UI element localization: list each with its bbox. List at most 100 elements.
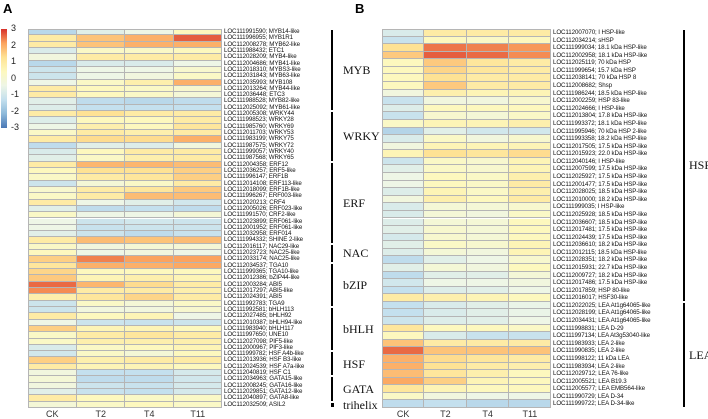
row-label: LOC112017505; 17.5 kDa HSP-like xyxy=(553,142,648,150)
heatmap-cell xyxy=(466,241,509,249)
heatmap-cell xyxy=(76,85,125,93)
heatmap-cell xyxy=(508,119,551,128)
heatmap-cell xyxy=(76,224,125,232)
heatmap-cell xyxy=(466,142,509,151)
row-label: LOC111999057; WRKY40 xyxy=(224,148,294,156)
row-label: LOC111992581; bHLH113 xyxy=(224,305,294,313)
heatmap-cell xyxy=(125,35,174,42)
row-label: LOC111986244; 18.5 kDa HSP-like xyxy=(553,89,647,97)
row-label: LOC112009727; 18.2 kDa HSP-like xyxy=(553,271,648,279)
row-label: LOC112017859; HSP 80-like xyxy=(553,286,630,294)
row-label: LOC112018099; ERF1B-like xyxy=(224,185,300,193)
heatmap-cell xyxy=(382,59,425,67)
heatmap-cell xyxy=(76,363,125,371)
heatmap-cell xyxy=(173,401,222,408)
heatmap-cell xyxy=(466,233,509,242)
heatmap-cell xyxy=(125,250,174,257)
heatmap-cell xyxy=(424,218,467,227)
group-label: bHLH xyxy=(343,322,374,337)
row-label: LOC112016117; NAC29-like xyxy=(224,242,300,250)
heatmap-cell xyxy=(28,73,77,80)
heatmap-cell xyxy=(125,98,174,105)
heatmap-cell xyxy=(382,173,425,181)
heatmap-cell xyxy=(76,117,125,124)
heatmap-cell xyxy=(76,313,125,320)
heatmap-cell xyxy=(125,155,174,162)
panel-b-letter: B xyxy=(355,1,365,16)
heatmap-cell xyxy=(28,149,77,156)
heatmap-cell xyxy=(125,332,174,339)
heatmap-cell xyxy=(466,263,509,272)
heatmap-cell xyxy=(382,127,425,136)
heatmap-cell xyxy=(382,324,425,333)
heatmap-cell xyxy=(125,313,174,320)
heatmap-cell xyxy=(76,130,125,137)
heatmap-cell xyxy=(28,382,77,390)
row-label: LOC112036448; ETC3 xyxy=(224,91,285,99)
heatmap-cell xyxy=(76,306,125,314)
heatmap-cell xyxy=(508,332,551,340)
row-label: LOC112013264; MYB44-like xyxy=(224,84,300,92)
heatmap-cell xyxy=(28,180,77,187)
heatmap-cell xyxy=(424,104,467,113)
row-label: LOC111985760; WRKY69 xyxy=(224,122,294,130)
heatmap-cell xyxy=(28,161,77,168)
heatmap-cell xyxy=(382,233,425,242)
colorbar-tick-label: 3 xyxy=(11,23,17,33)
heatmap-cell xyxy=(76,212,125,219)
row-label: LOC111983199; WRKY75 xyxy=(224,135,294,143)
heatmap-cell xyxy=(125,199,174,206)
heatmap-cell xyxy=(76,186,125,194)
row-label: LOC112040146; I HSP-like xyxy=(553,157,625,165)
heatmap-cell xyxy=(28,401,77,408)
heatmap-cell xyxy=(424,188,467,196)
heatmap-cell xyxy=(466,271,509,280)
heatmap-cell xyxy=(508,226,551,234)
row-label: LOC112035993; MYB108 xyxy=(224,78,293,86)
heatmap-cell xyxy=(424,392,467,401)
heatmap-cell xyxy=(125,351,174,358)
heatmap-cell xyxy=(28,325,77,333)
row-label: LOC112036257; ERF5-like xyxy=(224,166,296,174)
heatmap-cell xyxy=(424,36,467,45)
heatmap-cell xyxy=(424,51,467,60)
heatmap-cell xyxy=(125,142,174,149)
row-label: LOC112028199; LEA At1g64065-like xyxy=(553,309,651,317)
heatmap-cell xyxy=(382,188,425,196)
column-label: T11 xyxy=(522,409,538,419)
heatmap-cell xyxy=(76,275,125,282)
row-label: LOC112005577; LEA EMB564-like xyxy=(553,385,645,393)
heatmap-cell xyxy=(508,347,551,355)
heatmap-cell xyxy=(508,279,551,287)
row-label: LOC112013936; HSF B3-like xyxy=(224,356,302,364)
row-label: LOC112003284; ABI5 xyxy=(224,280,282,288)
row-label: LOC112017486; 17.5 kDa HSP-like xyxy=(553,279,648,287)
row-label: LOC111999654; 15.7 kDa HSP xyxy=(553,66,636,74)
heatmap-cell xyxy=(382,301,425,310)
row-label: LOC111997650; UNE10 xyxy=(224,331,289,339)
heatmap-cell xyxy=(76,174,125,181)
heatmap-cell xyxy=(76,79,125,86)
heatmap-cell xyxy=(28,319,77,326)
heatmap-cell xyxy=(508,354,551,363)
heatmap-cell xyxy=(424,180,467,189)
heatmap-cell xyxy=(125,287,174,295)
row-label: LOC112036610; 18.2 kDa HSP-like xyxy=(553,241,648,249)
heatmap-cell xyxy=(424,248,467,257)
heatmap-cell xyxy=(76,193,125,200)
row-label: LOC112001952; ERF061-like xyxy=(224,223,303,231)
heatmap-cell xyxy=(28,60,77,67)
heatmap-cell xyxy=(424,142,467,151)
heatmap-cell xyxy=(382,89,425,98)
row-label: LOC111990729; LEA D-34 xyxy=(553,392,624,400)
row-label: LOC112028351; 18.2 kDa HSP-like xyxy=(553,256,648,264)
heatmap-cell xyxy=(382,195,425,204)
heatmap-cell xyxy=(424,74,467,83)
heatmap-cell xyxy=(125,269,174,276)
heatmap-cell xyxy=(76,29,125,36)
heatmap-cell xyxy=(424,59,467,67)
heatmap-cell xyxy=(76,382,125,390)
heatmap-cell xyxy=(28,250,77,257)
heatmap-cell xyxy=(125,174,174,181)
heatmap-cell xyxy=(28,269,77,276)
